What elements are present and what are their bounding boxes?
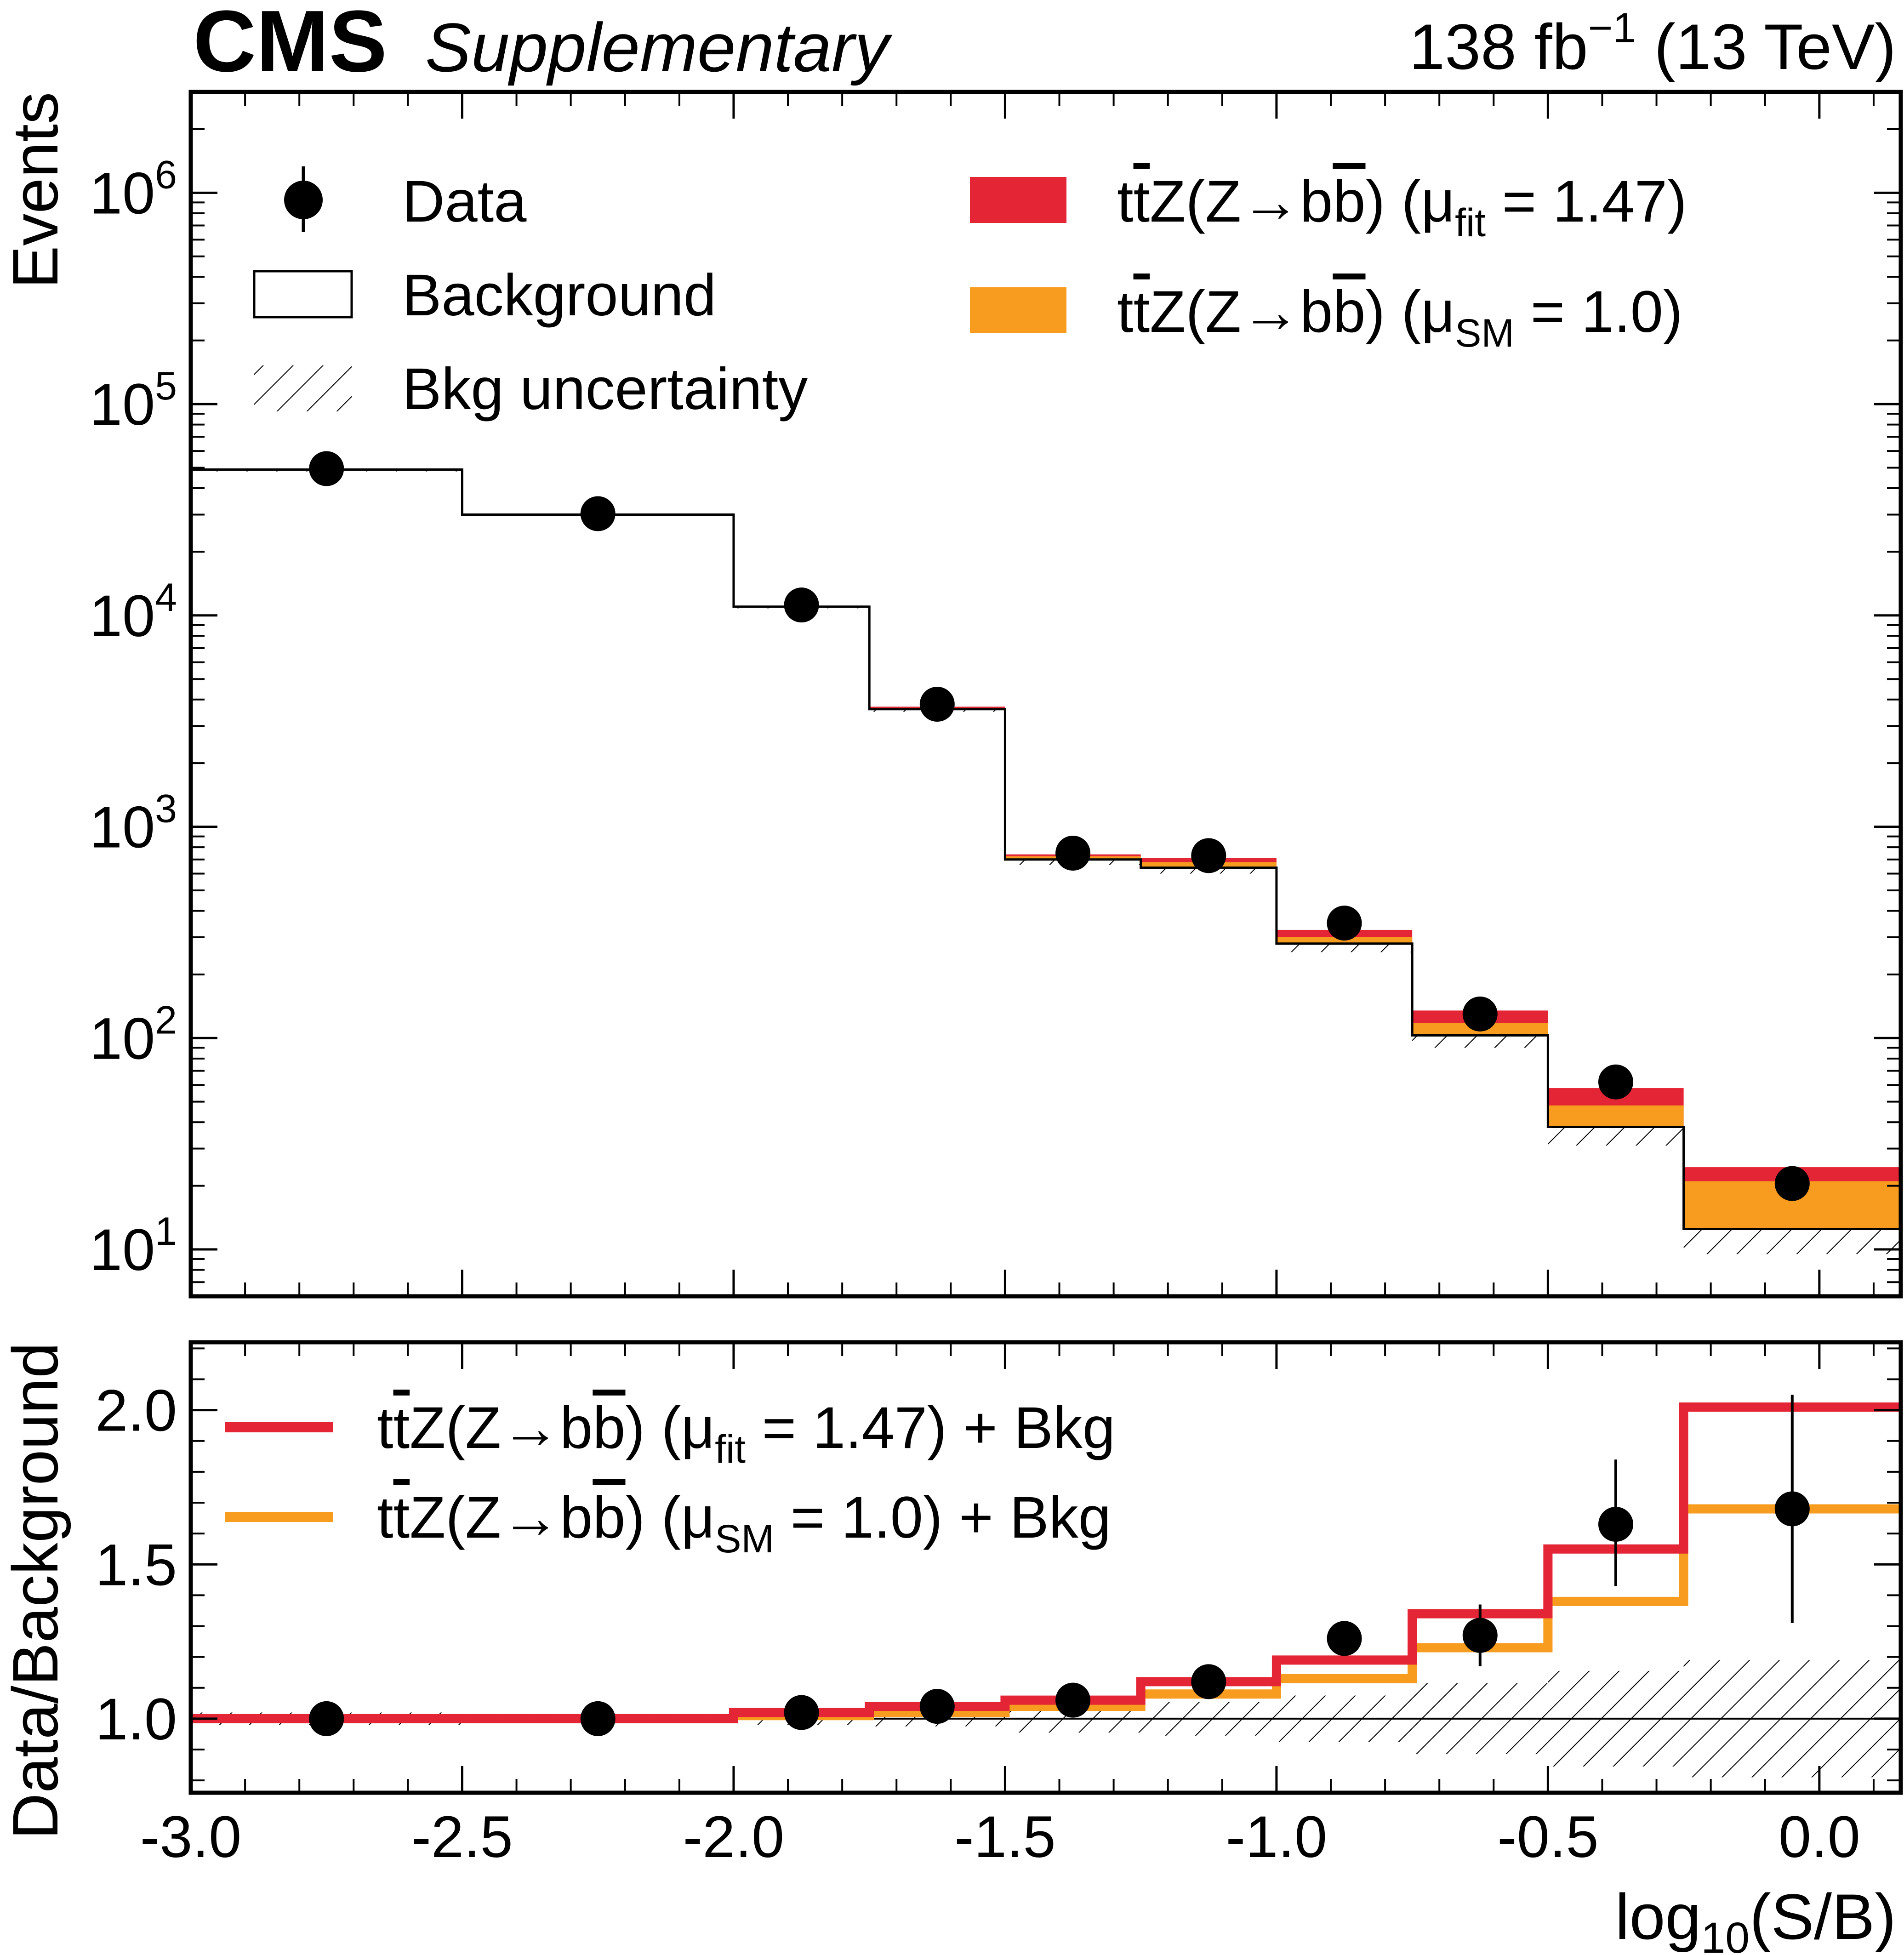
main-panel-frame: [188, 90, 1903, 1299]
data-point: [1327, 906, 1362, 941]
ratio-data-point: [580, 1701, 616, 1736]
lumi-label: 138 fb−1 (13 TeV): [1409, 5, 1896, 83]
tbar: t: [1134, 279, 1150, 345]
x-tick-label: -1.0: [1226, 1804, 1328, 1870]
x-tick-label: -2.5: [411, 1804, 513, 1870]
bkg-uncertainty-band: [1276, 943, 1413, 952]
ratio-data-point: [1327, 1621, 1362, 1656]
experiment-label: CMS: [193, 0, 387, 90]
background-histogram: [191, 468, 1901, 1230]
status-label: Supplementary: [425, 9, 893, 86]
lumi-value: 138 fb: [1409, 11, 1588, 83]
ratio-data-point: [1191, 1664, 1226, 1699]
x-tick-label: -2.0: [683, 1804, 785, 1870]
ratio-axes: -3.0 -2.5 -2.0 -1.5 -1.0 -0.5 0.0 1.0 1.5 2.0: [95, 1342, 1901, 1870]
data-point: [1191, 838, 1226, 873]
legend-ratio: ttZ(Z→bb) (μfit = 1.47) + Bkg ttZ(Z→bb) …: [225, 1395, 1115, 1561]
bbar: b: [1333, 169, 1365, 234]
y-axis-label-ratio: Data/Background: [0, 1342, 71, 1840]
bkg-uncertainty-band: [1412, 1035, 1548, 1048]
ratio-data-point: [784, 1695, 819, 1730]
legend-ratio-sm-label: ttZ(Z→bb) (μSM = 1.0) + Bkg: [377, 1485, 1111, 1561]
x-tick-label: 0.0: [1779, 1804, 1860, 1870]
legend-data-marker: [284, 181, 323, 219]
data-point: [309, 451, 344, 486]
bkg-uncertainty-band: [1548, 1127, 1684, 1146]
ratio-data-point: [1598, 1507, 1633, 1542]
y-tick-label: 103: [90, 787, 177, 861]
ratio-data-point: [1055, 1682, 1091, 1718]
lumi-exponent: −1: [1588, 5, 1636, 51]
legend-signal-sm-swatch: [970, 287, 1066, 333]
tbar: t: [1134, 169, 1150, 234]
legend-ratio-fit-label: ttZ(Z→bb) (μfit = 1.47) + Bkg: [377, 1395, 1115, 1471]
data-point: [1462, 996, 1498, 1032]
x-tick-label: -3.0: [140, 1804, 242, 1870]
data-point: [919, 686, 955, 722]
y-tick-label: 104: [90, 576, 177, 649]
bbar: b: [593, 1395, 625, 1461]
y-axis-label-main: Events: [0, 92, 71, 289]
x-tick-label: -1.5: [954, 1804, 1056, 1870]
legend-signal-fit-label: ttZ(Z→bb) (μfit = 1.47): [1117, 169, 1687, 245]
ratio-y-tick-label: 2.0: [95, 1378, 177, 1444]
y-tick-label: 105: [90, 364, 177, 438]
ratio-y-tick-label: 1.0: [95, 1687, 177, 1752]
legend-bkg-unc-swatch: [254, 365, 352, 411]
legend-main: Data Background Bkg uncertainty ttZ(Z→bb…: [253, 166, 1687, 422]
ratio-panel-frame: [188, 1340, 1903, 1795]
bkg-uncertainty-band: [1683, 1229, 1901, 1254]
y-tick-label: 101: [90, 1209, 177, 1283]
signal-sm-bar: [1548, 1105, 1684, 1127]
legend-signal-sm-label: ttZ(Z→bb) (μSM = 1.0): [1117, 279, 1683, 355]
legend-data-label: Data: [402, 169, 527, 234]
tbar: t: [393, 1485, 410, 1550]
ratio-data-point: [919, 1689, 955, 1724]
legend-signal-fit-swatch: [970, 177, 1066, 223]
ratio-fit-plus-bkg-line: [191, 1402, 1901, 1723]
data-point: [1055, 835, 1091, 871]
x-axis-label: log10(S/B): [1615, 1881, 1896, 1955]
data-point: [1598, 1064, 1633, 1100]
x-tick-label: -0.5: [1497, 1804, 1599, 1870]
tbar: t: [393, 1395, 410, 1461]
ratio-y-tick-label: 1.5: [95, 1532, 177, 1598]
main-panel-content: [191, 451, 1901, 1254]
main-axes: 101 102 103 104 105 106: [90, 91, 1901, 1297]
energy-label: (13 TeV): [1636, 11, 1896, 83]
ratio-data-point: [1462, 1618, 1498, 1653]
y-tick-label: 106: [90, 153, 177, 226]
bbar: b: [1333, 279, 1365, 345]
ratio-data-point: [1774, 1491, 1810, 1527]
y-tick-label: 102: [90, 998, 177, 1072]
legend-background-swatch: [253, 270, 353, 319]
data-point: [580, 496, 616, 531]
legend-bkg-unc-label: Bkg uncertainty: [402, 356, 808, 422]
data-point: [1774, 1166, 1810, 1201]
ratio-data-point: [309, 1701, 344, 1736]
data-point: [784, 587, 819, 623]
bbar: b: [593, 1485, 625, 1550]
legend-background-label: Background: [402, 262, 716, 328]
ratio-panel-content: [191, 1395, 1901, 1778]
